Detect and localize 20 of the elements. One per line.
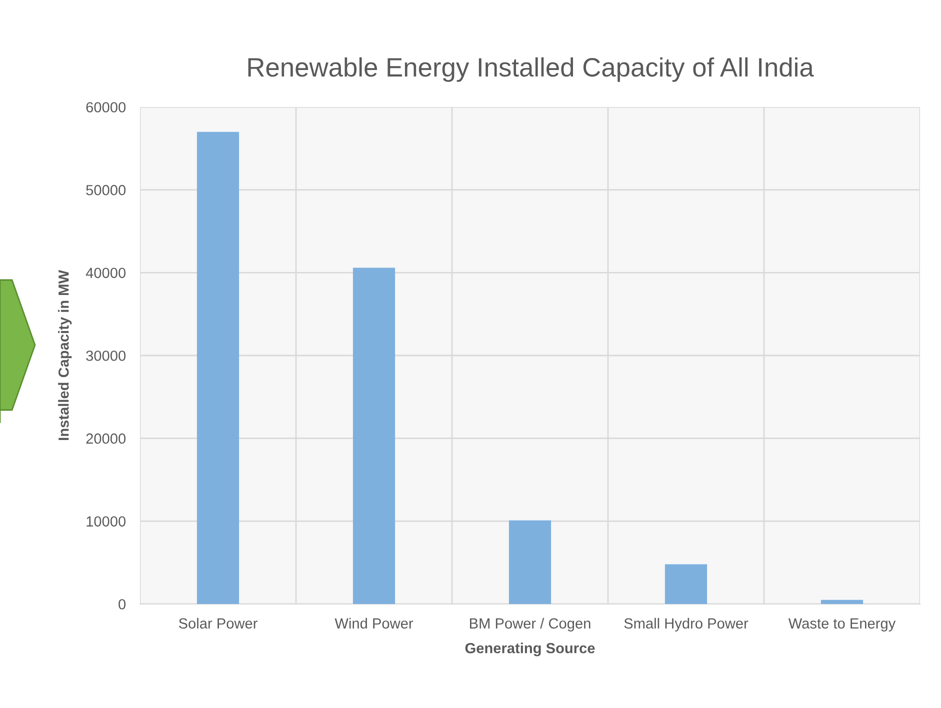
y-tick-label: 60000: [86, 102, 126, 112]
y-axis-title: Installed Capacity in MW: [58, 270, 72, 440]
x-tick-label: BM Power / Cogen: [470, 618, 590, 632]
y-tick-label: 40000: [86, 268, 126, 278]
x-tick-label: Waste to Energy: [788, 618, 896, 632]
bar: [664, 564, 708, 604]
y-tick-label: 10000: [86, 516, 126, 527]
y-tick-label: 50000: [86, 184, 126, 196]
bar: [196, 132, 240, 604]
bar: [820, 600, 864, 604]
x-tick-label: Small Hydro Power: [624, 618, 748, 632]
bar: [352, 268, 396, 604]
y-tick-label: 20000: [86, 433, 126, 444]
x-tick-label: Wind Power: [334, 618, 414, 629]
y-tick-label: 30000: [86, 350, 126, 361]
x-tick-label: Solar Power: [178, 618, 258, 629]
y-tick-label: 0: [118, 599, 126, 610]
chart-title: Renewable Energy Installed Capacity of All India: [248, 57, 814, 82]
bar: [508, 520, 552, 604]
x-axis-title: Generating Source: [465, 642, 595, 656]
